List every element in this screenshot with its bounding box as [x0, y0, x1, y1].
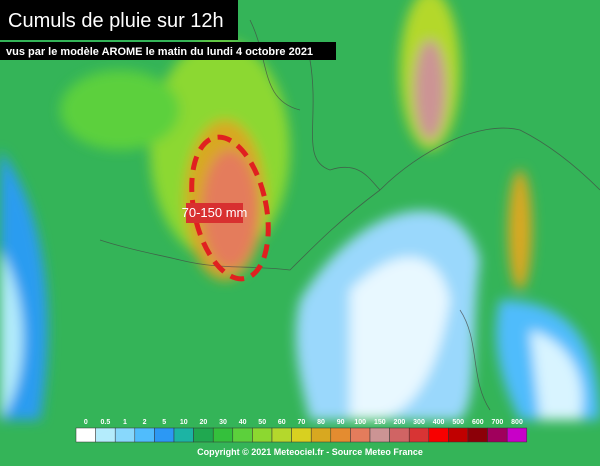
legend-swatch — [193, 427, 214, 443]
legend-label: 1 — [123, 419, 127, 426]
legend-label: 600 — [472, 419, 484, 426]
legend-swatch — [291, 427, 312, 443]
legend-label: 70 — [298, 419, 306, 426]
legend-swatch — [154, 427, 175, 443]
legend-label: 50 — [258, 419, 266, 426]
legend: 0 0.5 1 2 5 10 20 30 40 50 60 70 80 90 100 150 200 300 400… — [75, 419, 528, 443]
legend-label: 80 — [317, 419, 325, 426]
legend-label: 800 — [511, 419, 523, 426]
map-title: Cumuls de pluie sur 12h — [8, 10, 224, 32]
legend-label: 0.5 — [101, 419, 111, 426]
legend-swatch — [134, 427, 155, 443]
legend-label: 2 — [143, 419, 147, 426]
legend-label: 30 — [219, 419, 227, 426]
legend-swatch — [95, 427, 116, 443]
legend-swatch — [506, 427, 528, 443]
legend-label: 100 — [354, 419, 366, 426]
legend-swatch — [487, 427, 508, 443]
legend-swatch — [330, 427, 351, 443]
legend-swatch — [408, 427, 430, 443]
legend-swatch — [252, 427, 273, 443]
map-subtitle: vus par le modèle AROME le matin du lund… — [6, 46, 313, 58]
legend-swatch — [310, 427, 332, 443]
legend-label: 500 — [452, 419, 464, 426]
legend-swatch — [173, 427, 194, 443]
title-block: Cumuls de pluie sur 12h vus par le modèl… — [0, 0, 336, 60]
legend-swatch — [75, 427, 96, 443]
legend-label: 5 — [162, 419, 166, 426]
copyright: Copyright © 2021 Meteociel.fr - Source M… — [197, 447, 423, 457]
legend-label: 200 — [394, 419, 406, 426]
legend-label: 10 — [180, 419, 188, 426]
legend-swatch — [271, 427, 292, 443]
legend-swatch — [114, 427, 136, 443]
legend-swatch — [232, 427, 253, 443]
legend-label: 60 — [278, 419, 286, 426]
legend-label: 300 — [413, 419, 425, 426]
legend-swatch — [467, 427, 488, 443]
legend-label: 700 — [492, 419, 504, 426]
legend-label: 400 — [433, 419, 445, 426]
legend-swatch — [389, 427, 410, 443]
legend-label: 150 — [374, 419, 386, 426]
legend-label: 40 — [239, 419, 247, 426]
legend-swatch — [212, 427, 234, 443]
legend-label: 0 — [84, 419, 88, 426]
annotation: 70-150 mm — [182, 134, 271, 282]
legend-label: 90 — [337, 419, 345, 426]
legend-swatch — [350, 427, 371, 443]
legend-swatch — [428, 427, 449, 443]
legend-label: 20 — [200, 419, 208, 426]
legend-swatch — [448, 427, 469, 443]
legend-swatch — [369, 427, 390, 443]
annotation-label: 70-150 mm — [182, 205, 248, 220]
